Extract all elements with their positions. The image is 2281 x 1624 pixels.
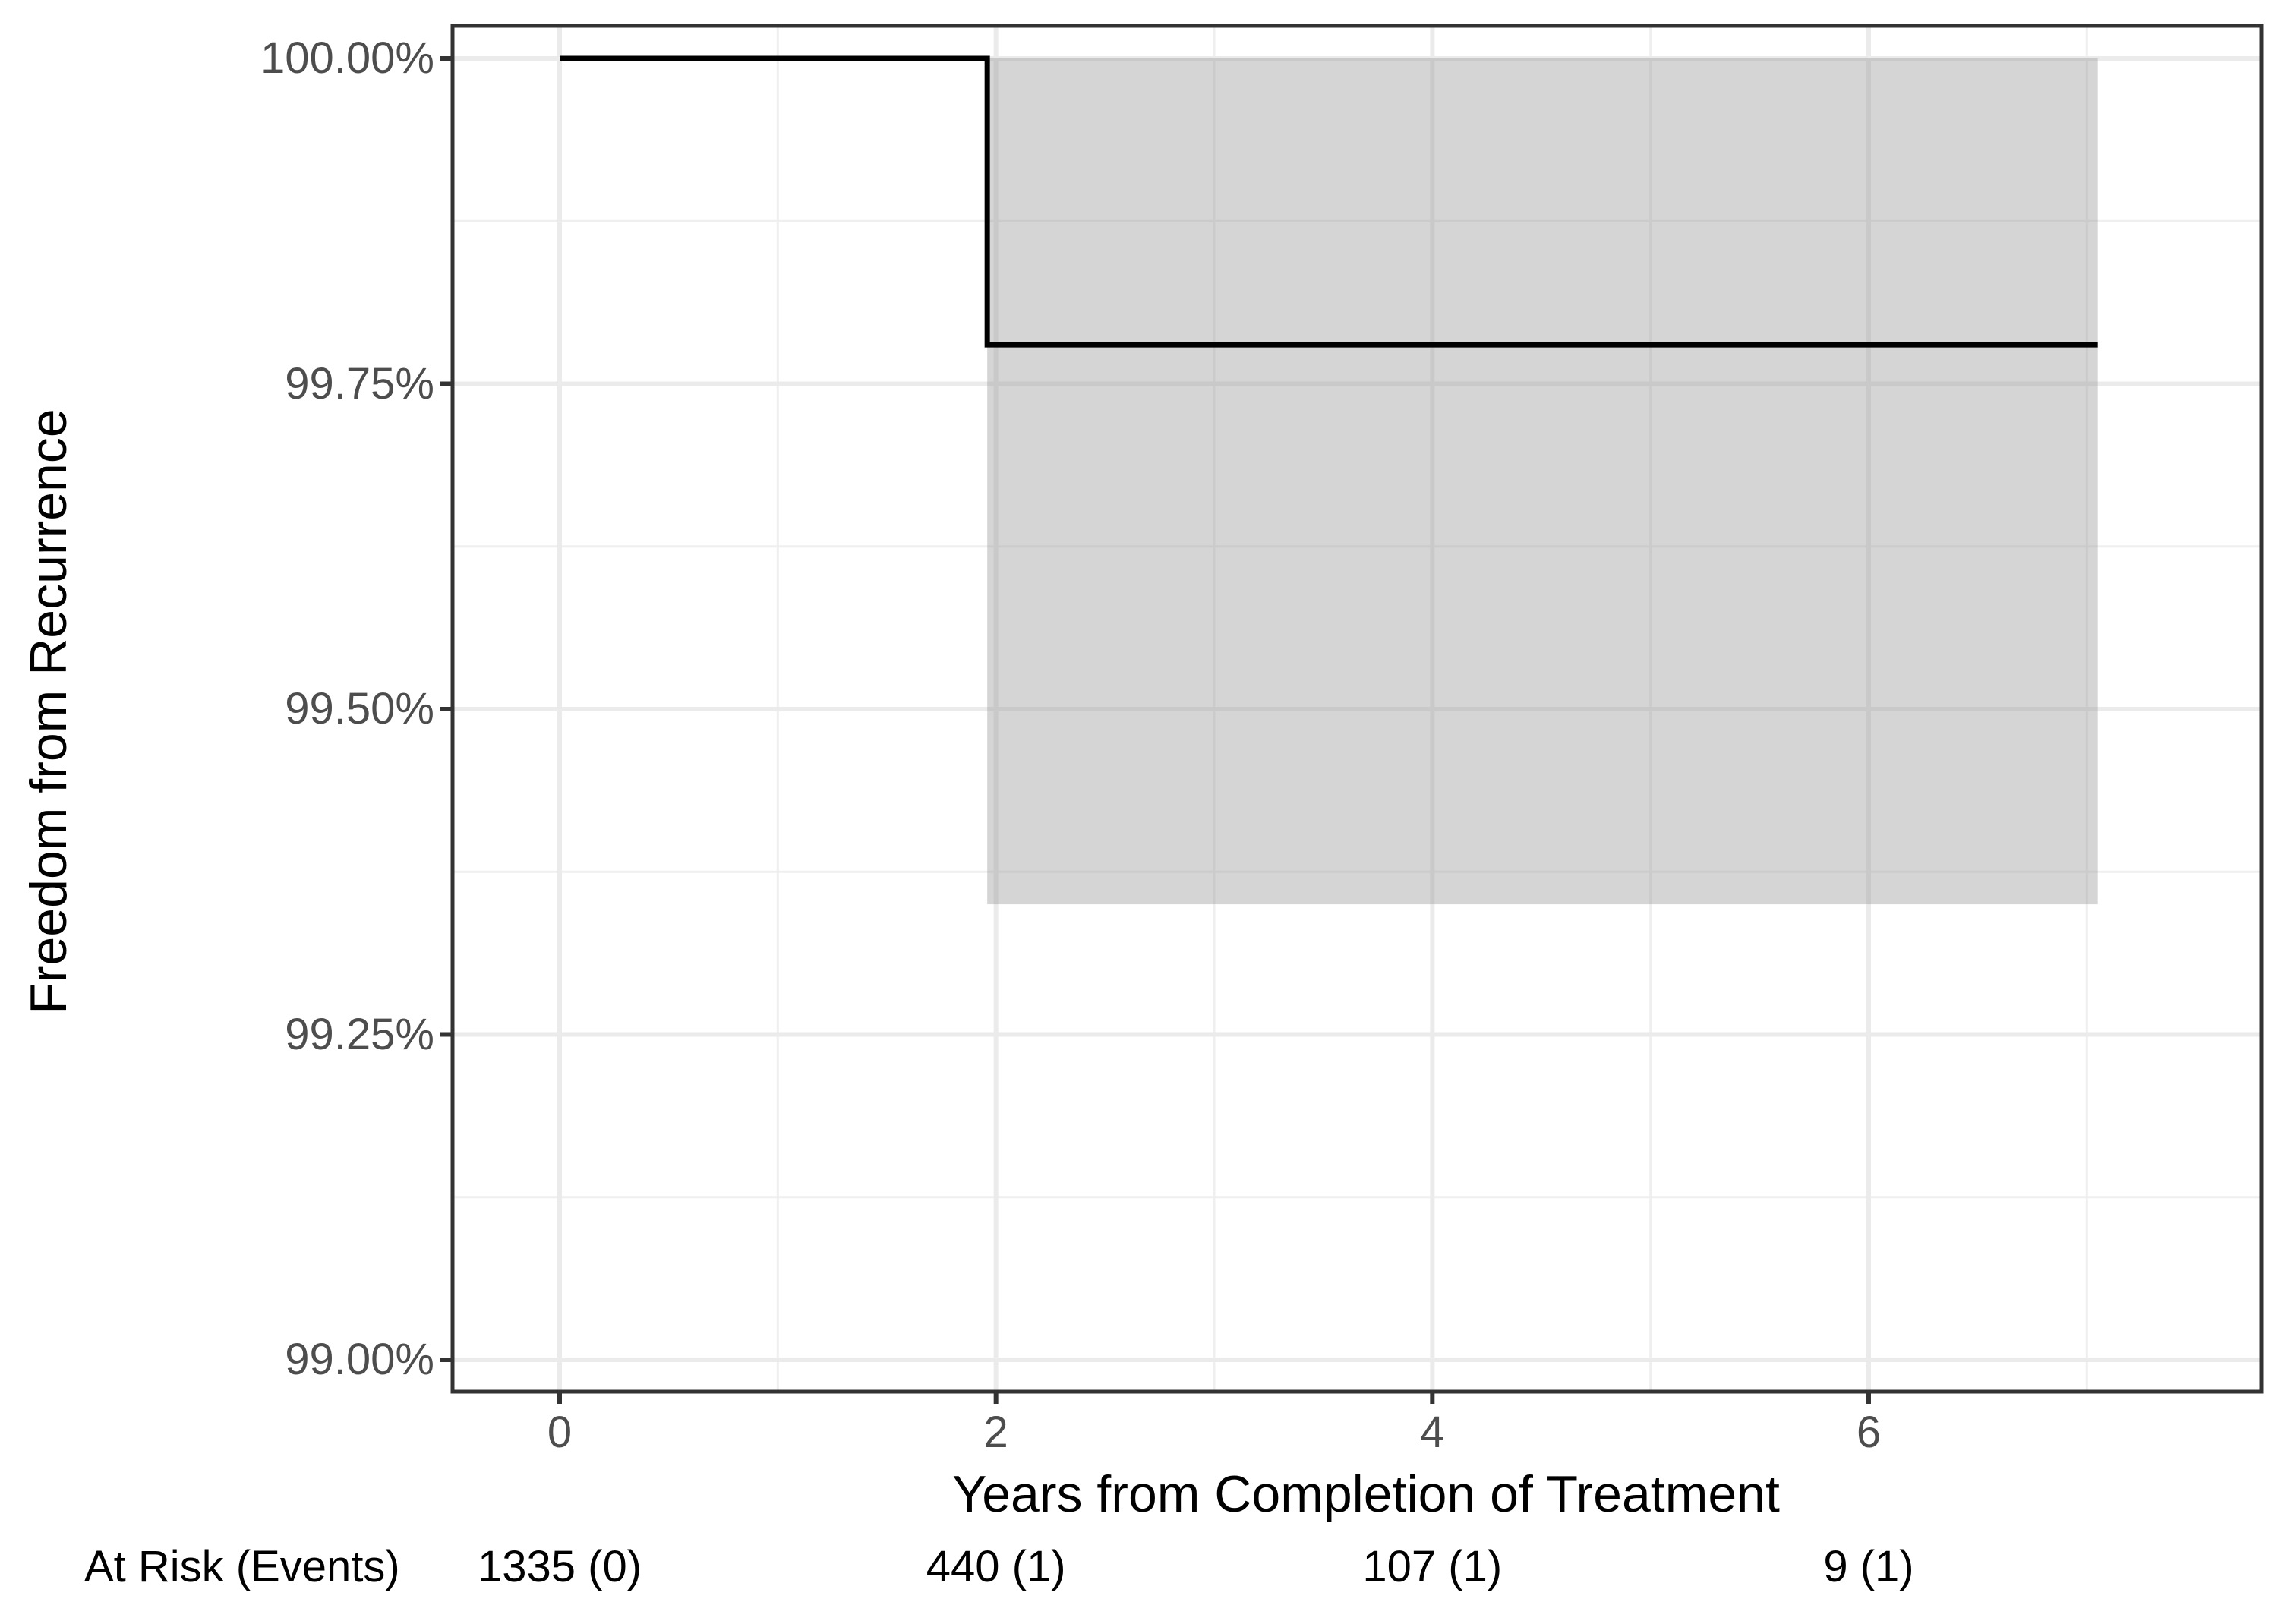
y-tick-label: 100.00% xyxy=(260,33,434,83)
x-tick-label: 6 xyxy=(1856,1408,1882,1457)
y-tick-label: 99.00% xyxy=(285,1335,434,1384)
x-axis-title: Years from Completion of Treatment xyxy=(952,1465,1780,1523)
confidence-band xyxy=(987,58,2098,905)
at-risk-entry: 1335 (0) xyxy=(477,1542,642,1591)
y-tick-label: 99.25% xyxy=(285,1009,434,1059)
at-risk-entry: 440 (1) xyxy=(926,1542,1066,1591)
survival-step-curve xyxy=(560,55,2098,348)
at-risk-row-label: At Risk (Events) xyxy=(84,1542,400,1591)
at-risk-entry: 9 (1) xyxy=(1823,1542,1914,1591)
y-tick-label: 99.50% xyxy=(285,684,434,733)
x-tick-label: 0 xyxy=(547,1408,573,1457)
y-tick-label: 99.75% xyxy=(285,358,434,408)
y-axis-title: Freedom from Recurrence xyxy=(20,408,77,1014)
x-tick-label: 2 xyxy=(983,1408,1008,1457)
x-tick-label: 4 xyxy=(1420,1408,1445,1457)
at-risk-entry: 107 (1) xyxy=(1362,1542,1503,1591)
